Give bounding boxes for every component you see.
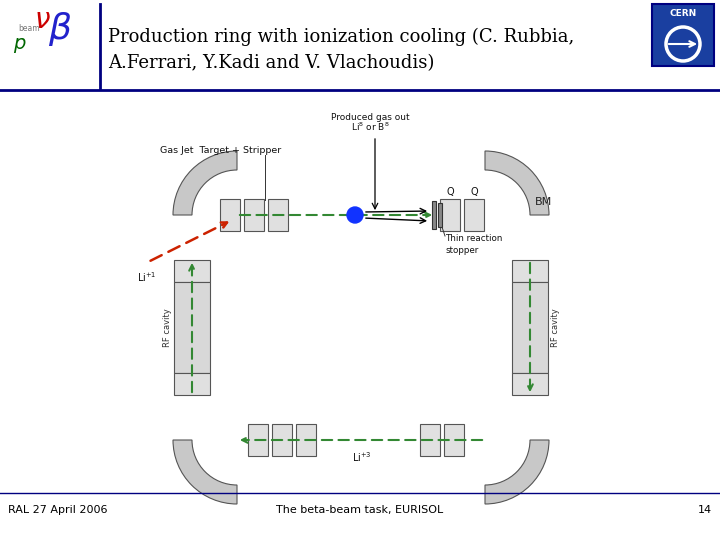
Text: 14: 14 (698, 505, 712, 515)
Bar (268, 199, 288, 231)
Wedge shape (173, 151, 237, 215)
Bar (652, 4, 714, 66)
Text: RF cavity: RF cavity (163, 308, 171, 347)
Text: Q: Q (446, 187, 454, 197)
Bar (174, 260, 210, 282)
Text: BM: BM (535, 197, 552, 207)
Wedge shape (173, 440, 237, 504)
Text: beam: beam (18, 24, 40, 33)
Bar (296, 424, 316, 456)
Text: A.Ferrari, Y.Kadi and V. Vlachoudis): A.Ferrari, Y.Kadi and V. Vlachoudis) (108, 54, 434, 72)
Text: RF cavity: RF cavity (551, 308, 559, 347)
Bar (440, 199, 460, 231)
Bar (220, 199, 240, 231)
Text: Li$^8$ or B$^8$: Li$^8$ or B$^8$ (351, 120, 390, 133)
Wedge shape (485, 151, 549, 215)
Text: Gas Jet  Target + Stripper: Gas Jet Target + Stripper (160, 146, 282, 155)
Text: $\beta$: $\beta$ (48, 10, 72, 48)
Wedge shape (485, 440, 549, 504)
Bar (512, 373, 548, 395)
Text: $\nu$: $\nu$ (34, 6, 50, 34)
Text: Li$^{+1}$: Li$^{+1}$ (138, 270, 157, 284)
Text: Production ring with ionization cooling (C. Rubbia,: Production ring with ionization cooling … (108, 28, 575, 46)
Text: CERN: CERN (670, 9, 697, 18)
Circle shape (347, 207, 363, 223)
Bar (444, 424, 464, 456)
Bar (432, 201, 436, 229)
Text: $p$: $p$ (13, 36, 27, 55)
Bar (244, 199, 264, 231)
Bar (512, 260, 548, 282)
Text: Li$^{+3}$: Li$^{+3}$ (352, 450, 372, 464)
Bar (420, 424, 440, 456)
Text: The beta-beam task, EURISOL: The beta-beam task, EURISOL (276, 505, 444, 515)
Bar (272, 424, 292, 456)
Bar (512, 282, 548, 373)
Text: Q: Q (470, 187, 478, 197)
Bar (248, 424, 268, 456)
Bar (464, 199, 484, 231)
Text: Produced gas out: Produced gas out (330, 113, 409, 122)
Bar (438, 203, 442, 227)
Text: Thin reaction
stopper: Thin reaction stopper (445, 234, 503, 255)
Bar (174, 373, 210, 395)
Bar (174, 282, 210, 373)
Text: RAL 27 April 2006: RAL 27 April 2006 (8, 505, 107, 515)
